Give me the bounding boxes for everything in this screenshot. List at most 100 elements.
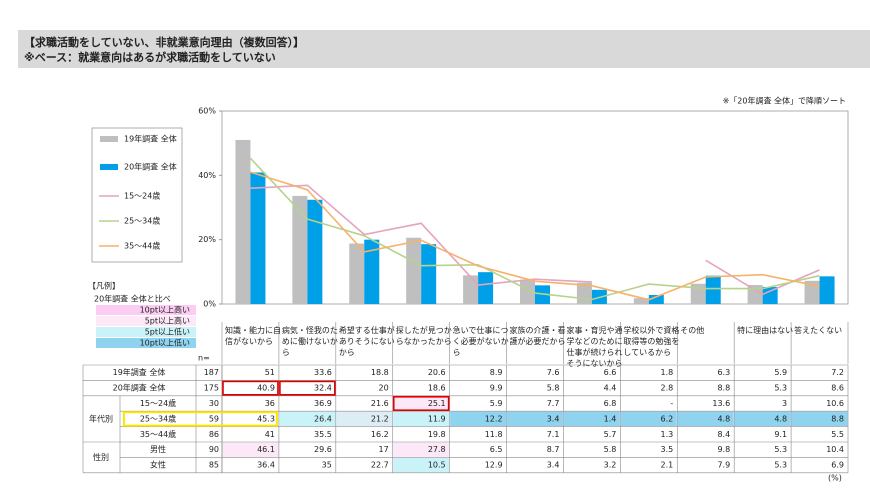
unit: (%) bbox=[828, 474, 842, 483]
key-swatch bbox=[96, 305, 196, 315]
cell-value: 3.4 bbox=[547, 461, 560, 470]
cell-value: 20 bbox=[379, 384, 389, 393]
legend-label: 15～24歳 bbox=[124, 191, 160, 201]
y-tick-label: 60% bbox=[198, 107, 216, 116]
bar bbox=[648, 294, 664, 304]
legend-box bbox=[91, 127, 183, 263]
cell-value: 36.9 bbox=[314, 399, 332, 408]
row-n: 175 bbox=[204, 384, 219, 393]
bar bbox=[292, 195, 308, 304]
cell-value: 7.6 bbox=[547, 368, 560, 377]
cell-value: 6.5 bbox=[490, 445, 503, 454]
cell-value: 8.6 bbox=[831, 384, 844, 393]
legend-label: 25～34歳 bbox=[124, 216, 160, 226]
category-label: 家事・育児や通学などのために仕事が続けられそうにないから bbox=[566, 325, 622, 368]
row-n: 90 bbox=[209, 445, 219, 454]
cell-value: 5.5 bbox=[831, 430, 844, 439]
cell-value: 8.9 bbox=[490, 368, 503, 377]
bar bbox=[747, 285, 763, 304]
row-n: 187 bbox=[204, 368, 219, 377]
line bbox=[250, 171, 820, 301]
cell-value: 3 bbox=[782, 399, 787, 408]
category-label: その他 bbox=[680, 325, 704, 335]
n-header: n= bbox=[198, 354, 210, 363]
cell-value: 21.6 bbox=[371, 399, 389, 408]
title-band bbox=[18, 30, 870, 68]
cell-value: 12.2 bbox=[485, 414, 503, 423]
cell-value: 8.8 bbox=[717, 384, 730, 393]
cell-value: 21.2 bbox=[371, 414, 389, 423]
category-label: 特に理由はない bbox=[737, 325, 793, 335]
cell-value: 5.8 bbox=[604, 445, 617, 454]
cell-value: 13.6 bbox=[712, 399, 730, 408]
key-label: 10pt以上低い bbox=[140, 338, 190, 348]
key-swatch bbox=[96, 338, 196, 348]
cell-value: 17 bbox=[379, 445, 389, 454]
key-label: 5pt以上高い bbox=[145, 316, 190, 326]
cell-value: 7.7 bbox=[547, 399, 560, 408]
row-label: 35～44歳 bbox=[140, 429, 176, 439]
cell-value: 35 bbox=[322, 461, 332, 470]
cell-value: 36 bbox=[265, 399, 275, 408]
y-tick-label: 0% bbox=[203, 300, 216, 309]
cell-value: 4.8 bbox=[717, 414, 730, 423]
bar bbox=[307, 199, 323, 304]
cell-value: 11.9 bbox=[428, 414, 446, 423]
cell-value: 5.9 bbox=[490, 399, 503, 408]
cell-value: 1.3 bbox=[661, 430, 674, 439]
cell-value: - bbox=[670, 399, 673, 408]
key-subtitle: 20年調査 全体と比べ bbox=[94, 294, 171, 304]
cell-value: 16.2 bbox=[371, 430, 389, 439]
cell-shade bbox=[563, 411, 620, 427]
category-label: 急いで仕事につく必要がないから bbox=[453, 325, 509, 357]
key-title: 【凡例】 bbox=[88, 281, 120, 291]
cell-shade bbox=[734, 411, 791, 427]
cell-shade bbox=[393, 411, 450, 427]
cell-value: 8.8 bbox=[831, 414, 844, 423]
bar bbox=[819, 276, 835, 304]
y-tick-label: 40% bbox=[198, 171, 216, 180]
cell-value: 4.8 bbox=[774, 414, 787, 423]
key-swatch bbox=[96, 327, 196, 337]
cell-value: 51 bbox=[265, 368, 275, 377]
category-label: 知識・能力に自信がないから bbox=[225, 325, 281, 346]
cell-value: 8.4 bbox=[717, 430, 730, 439]
cell-value: 35.5 bbox=[314, 430, 332, 439]
sort-note: ※「20年調査 全体」で降順ソート bbox=[723, 96, 846, 106]
cell-value: 5.8 bbox=[547, 384, 560, 393]
key-label: 10pt以上高い bbox=[140, 305, 190, 315]
cell-value: 5.9 bbox=[774, 368, 787, 377]
row-n: 59 bbox=[209, 414, 219, 423]
cell-value: 32.4 bbox=[314, 384, 332, 393]
title: 【求職活動をしていない、非就業意向理由（複数回答）】 bbox=[24, 35, 304, 49]
key-swatch bbox=[96, 316, 196, 326]
cell-shade bbox=[393, 457, 450, 473]
row-label: 女性 bbox=[150, 460, 166, 470]
legend-swatch bbox=[100, 164, 118, 170]
cell-value: 33.6 bbox=[314, 368, 332, 377]
cell-shade bbox=[450, 411, 507, 427]
y-tick-label: 20% bbox=[198, 235, 216, 244]
row-label: 25～34歳 bbox=[140, 413, 176, 423]
bar bbox=[406, 237, 422, 304]
row-n: 30 bbox=[209, 399, 219, 408]
cell-value: 3.5 bbox=[661, 445, 674, 454]
subtitle: ※ベース：就業意向はあるが求職活動をしていない bbox=[24, 50, 276, 64]
cell-value: 22.7 bbox=[371, 461, 389, 470]
row-label: 15～24歳 bbox=[140, 398, 176, 408]
category-label: 病気・怪我のために働けないから bbox=[282, 325, 338, 357]
cell-value: 2.8 bbox=[661, 384, 674, 393]
cell-shade bbox=[336, 411, 393, 427]
bar bbox=[463, 275, 479, 304]
cell-value: 19.8 bbox=[428, 430, 446, 439]
key-label: 5pt以上低い bbox=[145, 327, 190, 337]
cell-value: 5.3 bbox=[774, 445, 787, 454]
row-label: 男性 bbox=[150, 444, 166, 454]
cell-value: 1.8 bbox=[661, 368, 674, 377]
cell-outline bbox=[392, 395, 450, 411]
cell-value: 27.8 bbox=[428, 445, 446, 454]
cell-value: 6.2 bbox=[661, 414, 674, 423]
cell-value: 25.1 bbox=[428, 399, 446, 408]
cell-outline bbox=[279, 380, 336, 396]
